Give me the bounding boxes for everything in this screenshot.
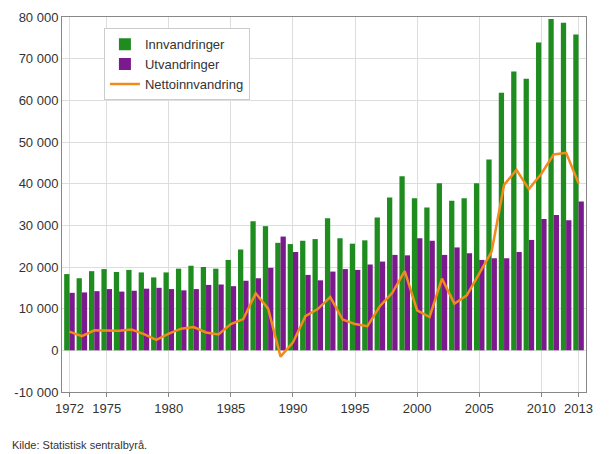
svg-text:60 000: 60 000 — [19, 93, 59, 108]
svg-text:10 000: 10 000 — [19, 301, 59, 316]
svg-text:2010: 2010 — [527, 401, 556, 416]
svg-text:Kilde: Statistisk sentralbyrå.: Kilde: Statistisk sentralbyrå. — [12, 439, 147, 451]
svg-text:0: 0 — [51, 343, 58, 358]
svg-text:1985: 1985 — [216, 401, 245, 416]
svg-text:20 000: 20 000 — [19, 260, 59, 275]
svg-text:40 000: 40 000 — [19, 176, 59, 191]
svg-text:2005: 2005 — [465, 401, 494, 416]
svg-text:Innvandringer: Innvandringer — [145, 37, 225, 52]
svg-text:Utvandringer: Utvandringer — [145, 57, 220, 72]
svg-text:1990: 1990 — [278, 401, 307, 416]
svg-text:1995: 1995 — [341, 401, 370, 416]
svg-text:1975: 1975 — [92, 401, 121, 416]
svg-text:1972: 1972 — [55, 401, 84, 416]
svg-text:50 000: 50 000 — [19, 135, 59, 150]
svg-text:2000: 2000 — [403, 401, 432, 416]
svg-text:1980: 1980 — [154, 401, 183, 416]
svg-text:70 000: 70 000 — [19, 51, 59, 66]
svg-text:30 000: 30 000 — [19, 218, 59, 233]
svg-text:2013: 2013 — [564, 401, 593, 416]
svg-text:Nettoinnvandring: Nettoinnvandring — [145, 77, 243, 92]
svg-text:80 000: 80 000 — [19, 10, 59, 25]
svg-text:-10 000: -10 000 — [14, 385, 58, 400]
